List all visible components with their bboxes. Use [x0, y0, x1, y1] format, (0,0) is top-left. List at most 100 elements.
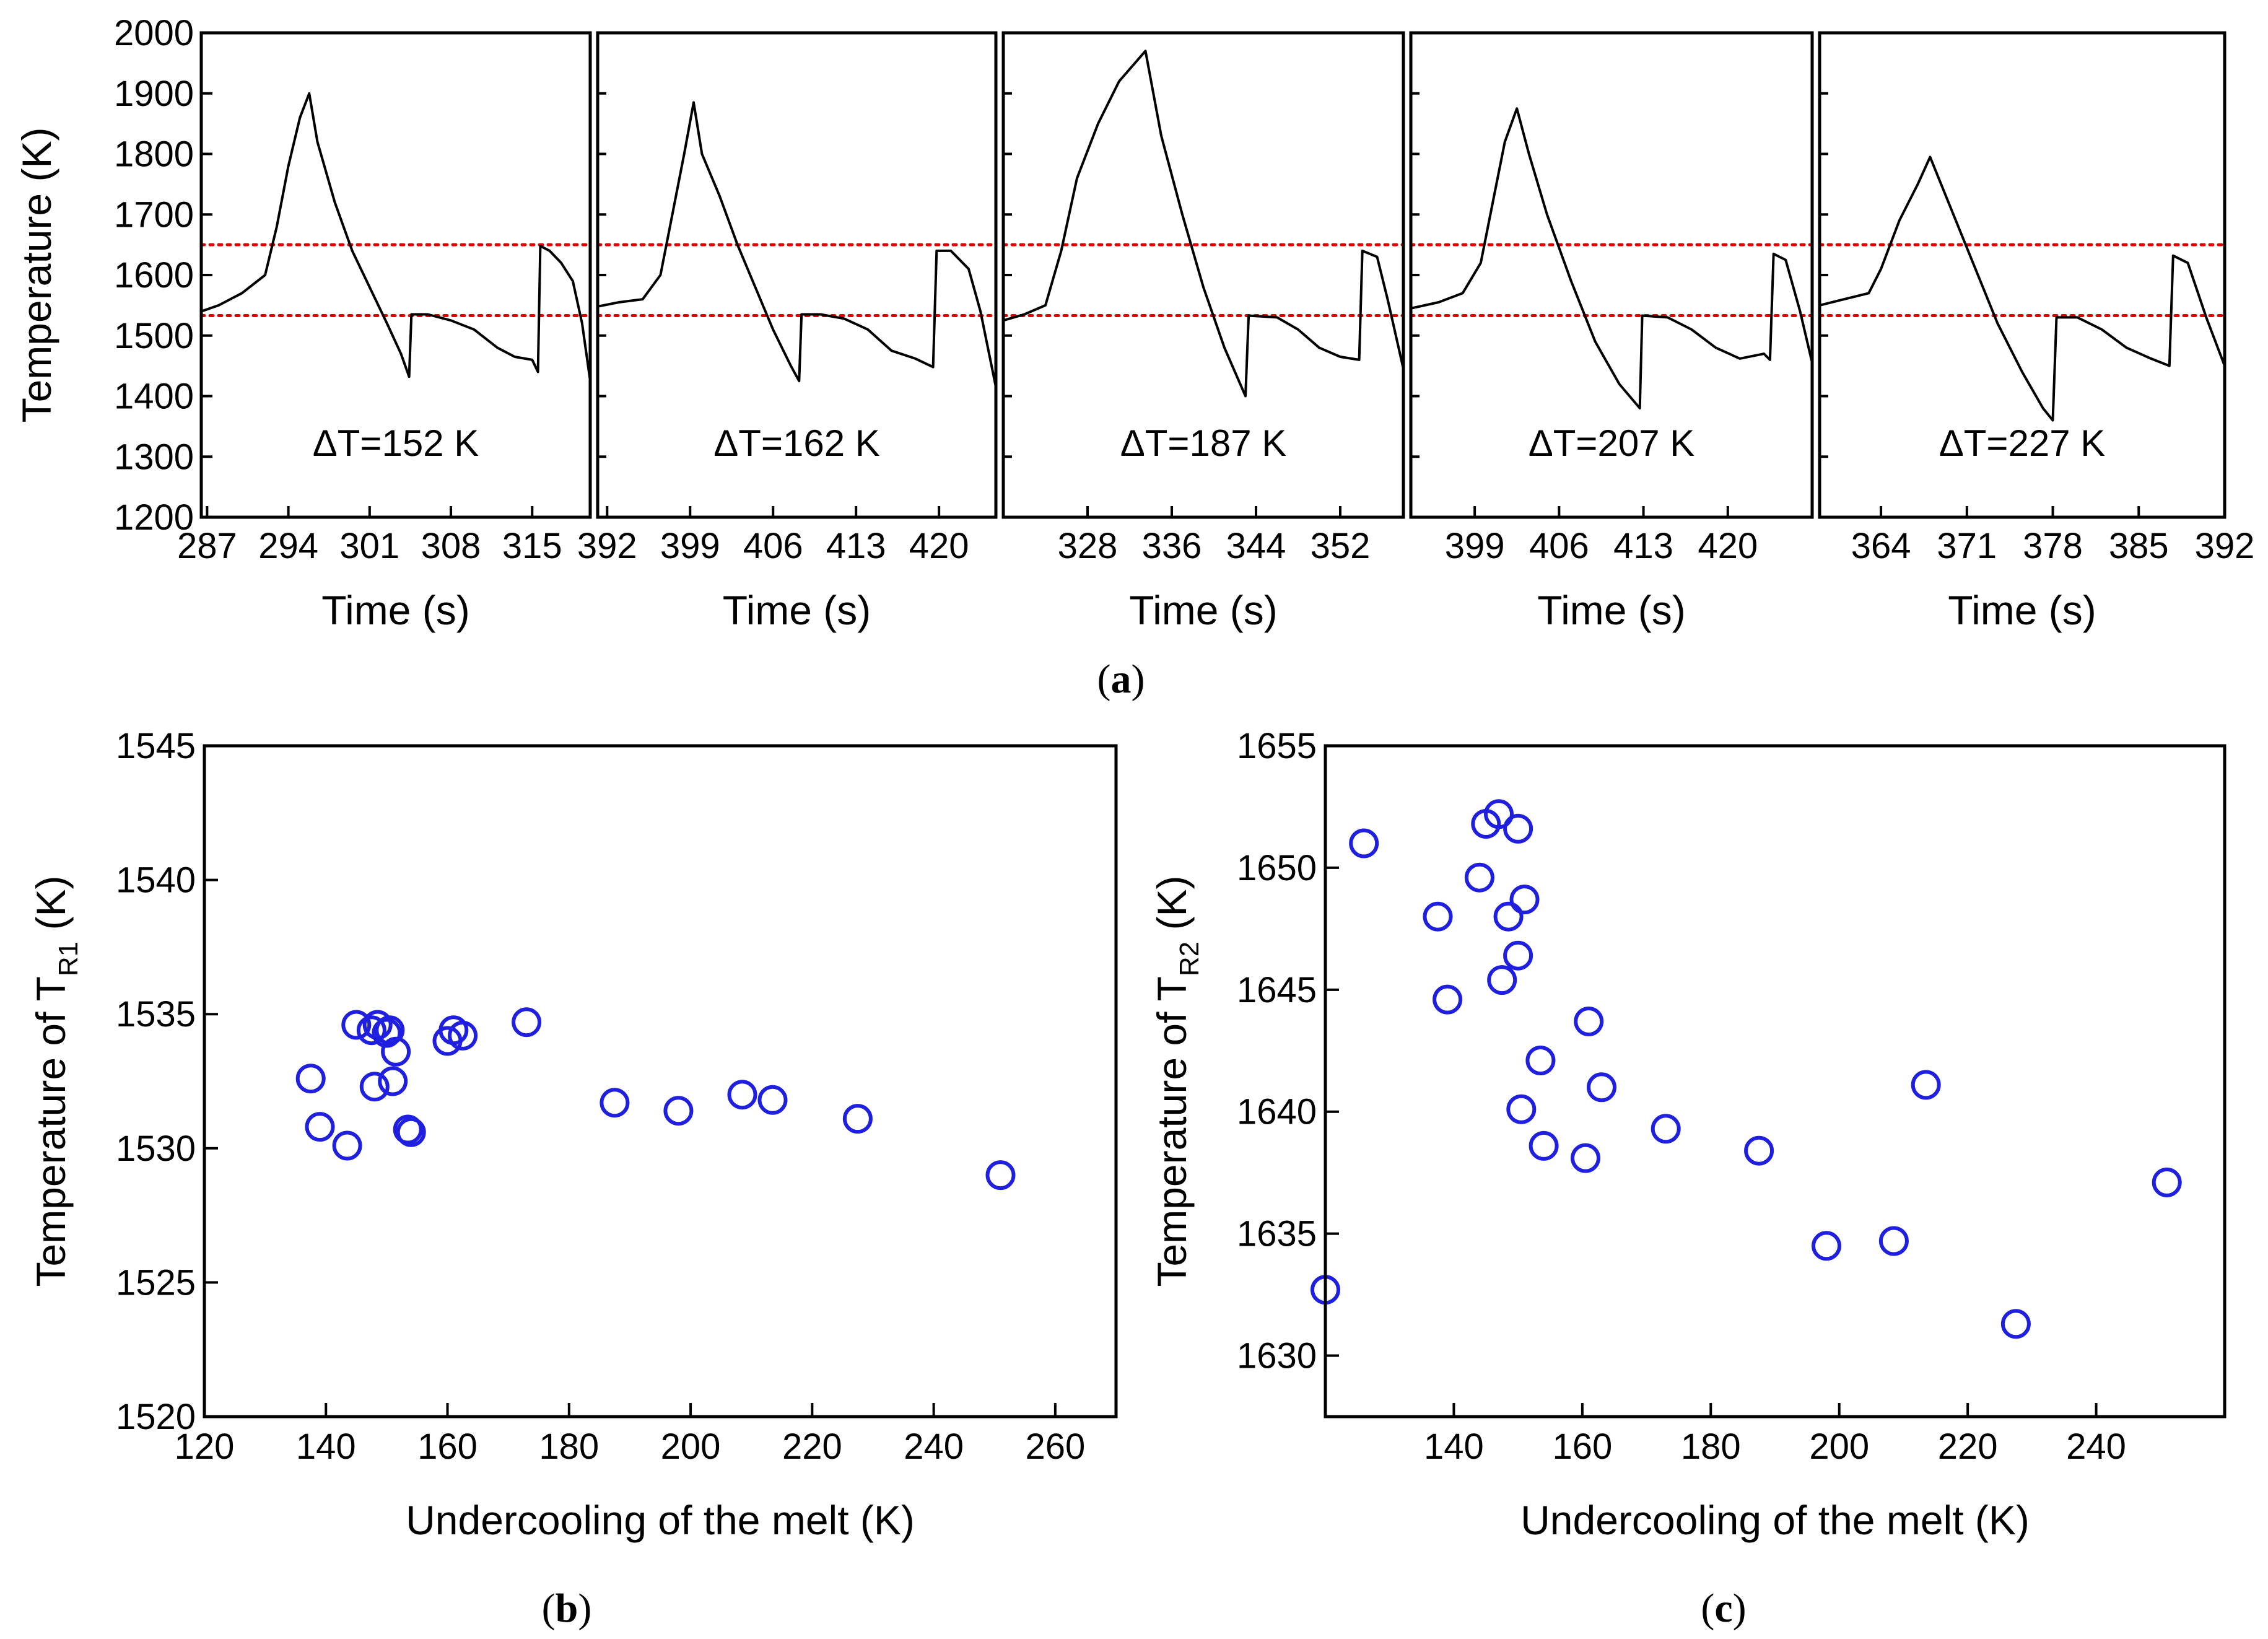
x-tick-label: 352	[1311, 526, 1371, 566]
x-tick-label: 301	[339, 526, 399, 566]
x-tick-label: 220	[1938, 1427, 1998, 1467]
x-tick-label: 392	[577, 526, 637, 566]
y-tick-label: 1630	[1237, 1336, 1317, 1376]
x-tick-label: 200	[661, 1427, 721, 1467]
data-point	[381, 1036, 411, 1067]
x-axis-label: Time (s)	[1948, 587, 2096, 633]
plot-frame-c	[1324, 744, 2227, 1418]
x-tick-label: 140	[296, 1427, 356, 1467]
y-axis-label-subscript: R1	[53, 942, 84, 976]
data-point	[1744, 1135, 1774, 1166]
data-point	[396, 1117, 426, 1147]
y-tick-label: 1635	[1237, 1214, 1317, 1254]
x-axis-label: Time (s)	[1537, 587, 1686, 633]
y-axis-label: Temperature (K)	[14, 128, 59, 423]
data-point	[393, 1114, 423, 1145]
data-point	[1574, 1007, 1604, 1036]
y-axis-label-main: Temperature of T	[28, 976, 74, 1287]
y-axis-label-subscript: R2	[1174, 942, 1205, 976]
data-point	[1529, 1130, 1559, 1161]
x-tick-label: 160	[1552, 1427, 1612, 1467]
caption-c: (c)	[1701, 1586, 1746, 1631]
data-point	[2000, 1309, 2031, 1339]
undercooling-annotation: ΔT=207 K	[1529, 422, 1695, 464]
y-tick-label: 1535	[116, 994, 196, 1034]
data-point	[663, 1096, 694, 1126]
y-tick-label: 2000	[114, 13, 194, 53]
data-point	[375, 1015, 405, 1046]
data-point	[1493, 901, 1524, 932]
panel-b-scatter: 120 140 160 180 200 220 240 260 1520 1525 1530 1535…	[28, 726, 1118, 1543]
data-point	[1503, 940, 1533, 971]
x-tick-label: 420	[1698, 526, 1758, 566]
data-point	[1812, 1231, 1841, 1261]
y-tick-label: 1800	[114, 134, 194, 175]
y-tick-label: 1300	[114, 437, 194, 477]
y-tick-label: 1500	[114, 316, 194, 356]
data-point	[1525, 1046, 1556, 1075]
x-tick-label: 180	[539, 1427, 599, 1467]
undercooling-annotation: ΔT=152 K	[313, 422, 479, 464]
x-tick-label: 420	[909, 526, 969, 566]
panel-c-scatter: 140 160 180 200 220 240 1630 1635 1640 1645 1650 16…	[1149, 726, 2227, 1543]
data-point	[842, 1104, 873, 1134]
data-point	[1571, 1143, 1600, 1173]
x-tick-label: 413	[1613, 526, 1673, 566]
data-point	[341, 1010, 372, 1040]
y-axis-label-unit: (K)	[28, 876, 74, 942]
y-axis-label: Temperature of TR1 (K)	[28, 876, 84, 1287]
temperature-trace-5	[1819, 155, 2226, 422]
x-tick-label: 220	[782, 1427, 842, 1467]
data-point	[295, 1064, 326, 1094]
x-axis-label: Time (s)	[723, 587, 871, 633]
y-tick-label: 1645	[1237, 970, 1317, 1010]
data-point	[1503, 813, 1533, 844]
data-point	[356, 1015, 386, 1046]
y-tick-label: 1530	[116, 1129, 196, 1169]
x-tick-label: 336	[1142, 526, 1202, 566]
data-point	[332, 1130, 362, 1161]
undercooling-annotation: ΔT=162 K	[713, 422, 880, 464]
data-point	[757, 1085, 788, 1115]
y-axis-label-unit: (K)	[1149, 876, 1195, 942]
caption-a: (a)	[1097, 657, 1145, 702]
x-tick-label: 315	[502, 526, 562, 566]
y-tick-label: 1700	[114, 194, 194, 235]
data-point	[378, 1066, 408, 1096]
x-tick-label: 378	[2023, 526, 2083, 566]
data-point	[1349, 828, 1379, 859]
y-tick-label: 1540	[116, 860, 196, 901]
x-axis-label: Time (s)	[1129, 587, 1278, 633]
x-tick-label: 120	[175, 1427, 235, 1467]
x-tick-label: 364	[1851, 526, 1911, 566]
caption-b: (b)	[542, 1586, 592, 1631]
data-point	[727, 1080, 757, 1110]
x-tick-label: 328	[1058, 526, 1118, 566]
data-point	[448, 1020, 478, 1051]
data-point	[1911, 1070, 1941, 1100]
x-tick-label: 399	[1445, 526, 1505, 566]
data-point	[1433, 984, 1463, 1015]
data-point	[985, 1160, 1016, 1191]
data-point	[359, 1072, 390, 1102]
data-point	[1509, 885, 1540, 915]
x-tick-label: 406	[1529, 526, 1589, 566]
y-tick-label: 1900	[114, 74, 194, 114]
x-tick-label: 344	[1226, 526, 1286, 566]
y-tick-label: 1640	[1237, 1092, 1317, 1132]
x-tick-label: 260	[1025, 1427, 1085, 1467]
y-tick-label: 1650	[1237, 848, 1317, 888]
x-tick-label: 287	[177, 526, 237, 566]
data-point	[372, 1018, 402, 1048]
data-point	[1506, 1094, 1537, 1124]
data-point	[1651, 1114, 1681, 1144]
y-axis-label: Temperature of TR2 (K)	[1149, 876, 1205, 1287]
panel-a-time-traces: 287 294 301 308 315 ΔT=152 K Time (s) 392 399 406…	[14, 13, 2254, 633]
plot-frame-b	[203, 744, 1118, 1418]
data-point	[1487, 965, 1517, 995]
x-tick-label: 308	[421, 526, 481, 566]
data-point	[305, 1112, 335, 1142]
y-axis-label-main: Temperature of T	[1149, 976, 1195, 1287]
data-point	[1878, 1226, 1909, 1256]
x-tick-label: 240	[904, 1427, 964, 1467]
